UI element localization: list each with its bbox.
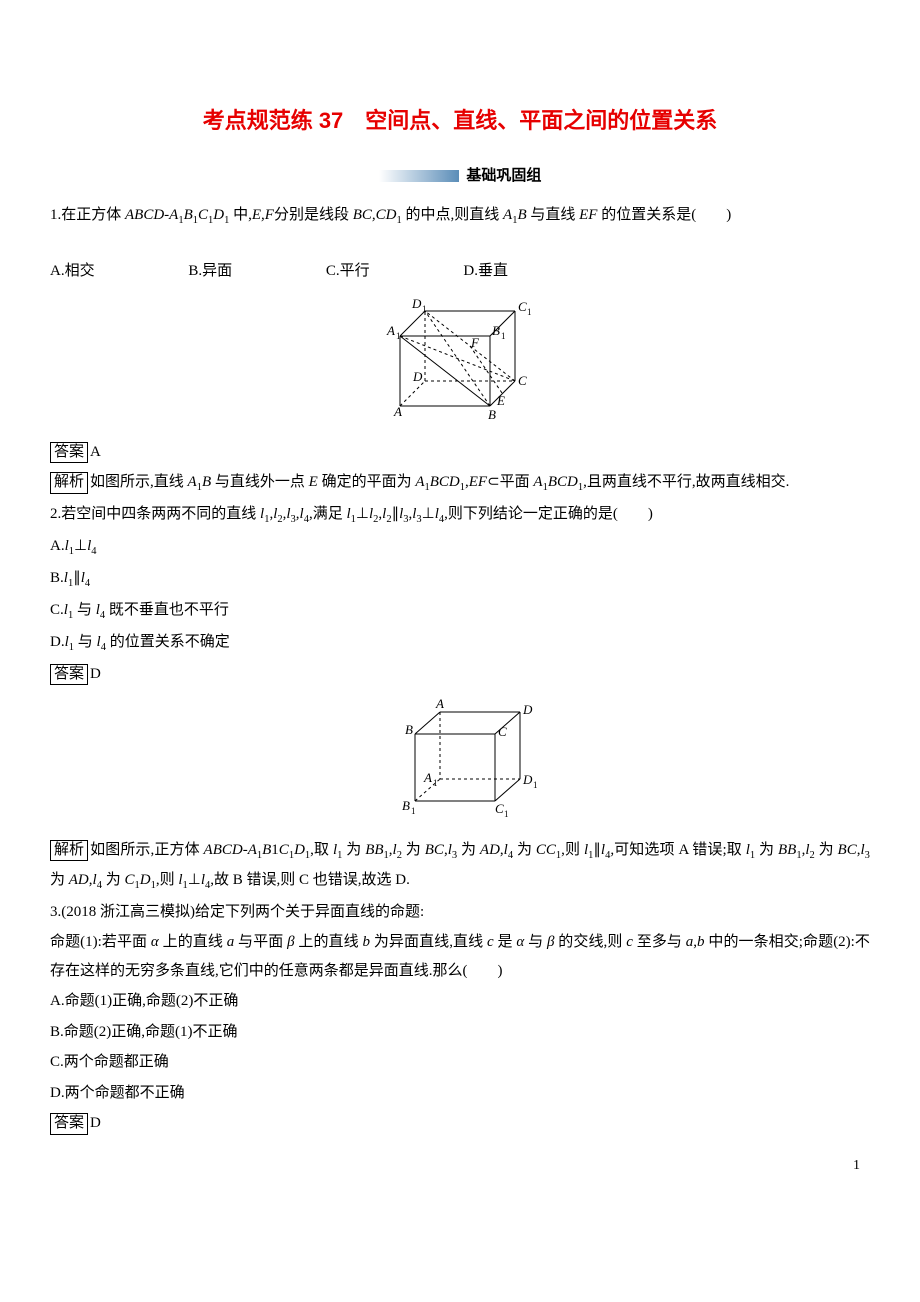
section-label: 基础巩固组 (466, 162, 541, 191)
q1-answer: 答案A (50, 438, 870, 467)
svg-text:1: 1 (533, 780, 538, 790)
svg-text:1: 1 (527, 307, 532, 317)
gradient-bar-icon (379, 170, 459, 182)
svg-text:B: B (402, 798, 410, 813)
svg-text:A: A (393, 404, 402, 419)
q3-answer: 答案D (50, 1109, 870, 1138)
q2-answer: 答案D (50, 660, 870, 689)
figure-1: A B C D A1 B1 C1 D1 E F (50, 291, 870, 432)
svg-text:1: 1 (396, 331, 401, 341)
svg-text:1: 1 (422, 304, 427, 314)
q1-text: 1.在正方体 ABCD-A1B1C1D1 中,E,F分别是线段 BC,CD1 的… (50, 201, 870, 231)
svg-text:D: D (522, 702, 533, 717)
svg-text:C: C (518, 299, 527, 314)
svg-text:B: B (405, 722, 413, 737)
cube-figure-1-icon: A B C D A1 B1 C1 D1 E F (370, 291, 550, 421)
svg-text:F: F (470, 335, 480, 350)
section-header: 基础巩固组 (50, 162, 870, 191)
q2-optC: C.l1 与 l4 既不垂直也不平行 (50, 596, 870, 626)
page-title: 考点规范练 37 空间点、直线、平面之间的位置关系 (50, 100, 870, 142)
svg-text:A: A (423, 770, 432, 785)
svg-text:1: 1 (501, 331, 506, 341)
figure-2: A B C D A1 B1 C1 D1 (50, 694, 870, 830)
explanation-box: 解析 (50, 840, 88, 862)
svg-text:B: B (492, 323, 500, 338)
q3-optA: A.命题(1)正确,命题(2)不正确 (50, 987, 870, 1016)
q1-optA: A.相交 (50, 257, 95, 286)
q1-optB: B.异面 (188, 257, 232, 286)
answer-box: 答案 (50, 1113, 88, 1135)
q2-explanation: 解析如图所示,正方体 ABCD-A1B1C1D1,取 l1 为 BB1,l2 为… (50, 836, 870, 896)
answer-box: 答案 (50, 664, 88, 686)
svg-text:C: C (495, 801, 504, 816)
q3-optB: B.命题(2)正确,命题(1)不正确 (50, 1018, 870, 1047)
svg-text:B: B (488, 407, 496, 421)
q1-explanation: 解析如图所示,直线 A1B 与直线外一点 E 确定的平面为 A1BCD1,EF⊂… (50, 468, 870, 498)
q2-optA: A.l1⊥l4 (50, 532, 870, 562)
q1-optD: D.垂直 (463, 257, 508, 286)
q3-body: 命题(1):若平面 α 上的直线 a 与平面 β 上的直线 b 为异面直线,直线… (50, 928, 870, 985)
q1-options: A.相交 B.异面 C.平行 D.垂直 (50, 257, 870, 286)
svg-text:A: A (435, 696, 444, 711)
svg-text:D: D (522, 772, 533, 787)
svg-text:1: 1 (411, 806, 416, 816)
svg-text:E: E (496, 393, 505, 408)
cube-figure-2-icon: A B C D A1 B1 C1 D1 (380, 694, 540, 819)
q1-optC: C.平行 (326, 257, 370, 286)
answer-box: 答案 (50, 442, 88, 464)
q2-optD: D.l1 与 l4 的位置关系不确定 (50, 628, 870, 658)
svg-text:D: D (411, 296, 422, 311)
svg-text:1: 1 (433, 778, 438, 788)
svg-text:C: C (498, 724, 507, 739)
q2-optB: B.l1∥l4 (50, 564, 870, 594)
q2-text: 2.若空间中四条两两不同的直线 l1,l2,l3,l4,满足 l1⊥l2,l2∥… (50, 500, 870, 530)
svg-text:D: D (412, 369, 423, 384)
explanation-box: 解析 (50, 472, 88, 494)
svg-text:C: C (518, 373, 527, 388)
q3-optD: D.两个命题都不正确 (50, 1079, 870, 1108)
svg-text:A: A (386, 323, 395, 338)
page-number: 1 (853, 1153, 860, 1180)
svg-text:1: 1 (504, 809, 509, 819)
q3-head: 3.(2018 浙江高三模拟)给定下列两个关于异面直线的命题: (50, 898, 870, 927)
q3-optC: C.两个命题都正确 (50, 1048, 870, 1077)
